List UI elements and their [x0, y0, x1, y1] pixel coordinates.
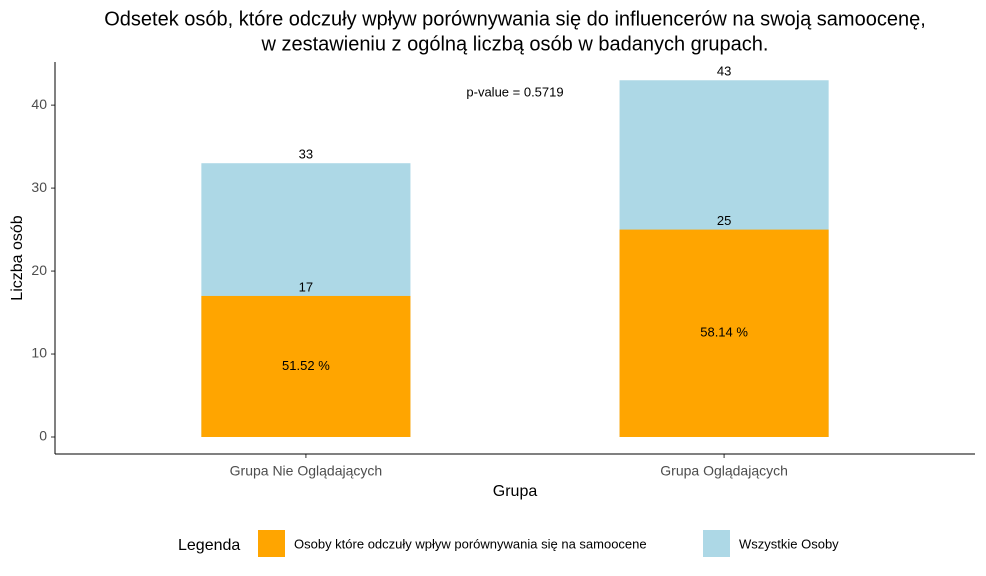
annotation: p-value = 0.5719 — [466, 84, 563, 99]
y-tick-label: 40 — [31, 96, 47, 112]
legend-label: Osoby które odczuły wpływ porównywania s… — [294, 536, 647, 551]
legend-swatch — [258, 530, 285, 557]
data-label: 43 — [717, 64, 731, 79]
data-label: 17 — [299, 279, 313, 294]
x-axis-label: Grupa — [493, 483, 538, 500]
bar — [201, 295, 411, 437]
y-axis-label: Liczba osób — [9, 215, 26, 300]
data-label: 25 — [717, 213, 731, 228]
legend-swatch — [703, 530, 730, 557]
bar — [619, 229, 829, 437]
percent-label: 51.52 % — [282, 358, 330, 373]
y-tick-label: 10 — [31, 345, 47, 361]
x-tick-label: Grupa Oglądających — [660, 463, 788, 479]
chart-title: Odsetek osób, które odczuły wpływ porówn… — [104, 8, 926, 30]
x-tick-label: Grupa Nie Oglądających — [230, 463, 383, 479]
percent-label: 58.14 % — [700, 325, 748, 340]
y-tick-label: 20 — [31, 262, 47, 278]
y-tick-label: 0 — [39, 428, 47, 444]
chart-title: w zestawieniu z ogólną liczbą osób w bad… — [261, 33, 769, 55]
data-label: 33 — [299, 147, 313, 162]
legend-title: Legenda — [178, 537, 240, 554]
y-tick-label: 30 — [31, 179, 47, 195]
legend-label: Wszystkie Osoby — [739, 536, 839, 551]
